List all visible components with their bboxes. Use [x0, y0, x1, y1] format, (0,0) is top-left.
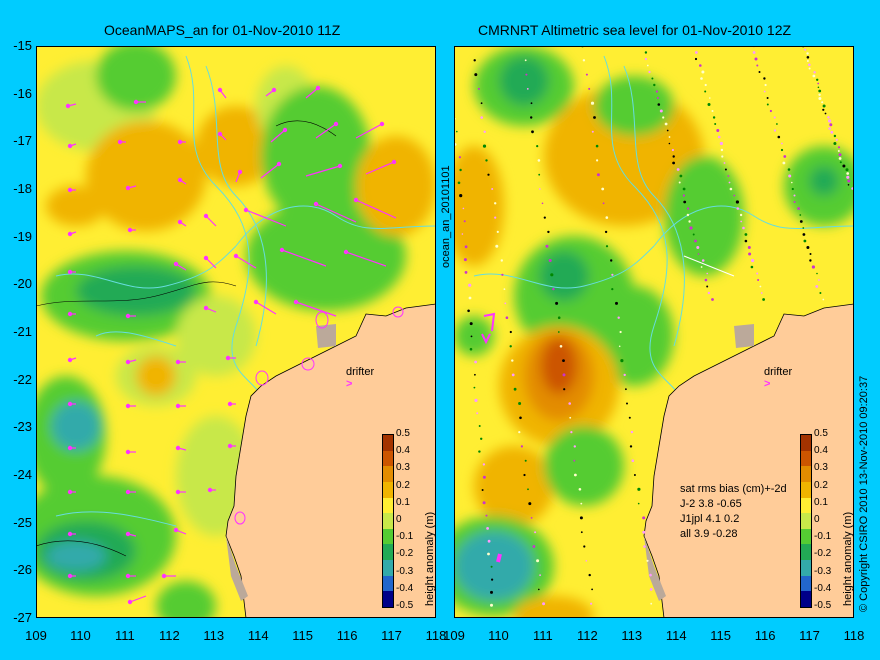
- lat-tick-label: -15: [13, 38, 32, 53]
- right-drifter-label: drifter: [764, 366, 793, 378]
- lon-tick-label: 117: [381, 628, 402, 643]
- colorbar-tick-label: 0.3: [814, 462, 828, 474]
- lon-tick-label: 118: [425, 628, 447, 643]
- left-drifter-label: drifter: [346, 366, 375, 378]
- drifter-arrow-icon: >: [764, 378, 771, 390]
- colorbar-tick-label: -0.5: [814, 600, 832, 611]
- colorbar-scale: [382, 434, 394, 608]
- colorbar-tick-label: 0.2: [814, 479, 828, 491]
- right-sea-level-map: [454, 46, 854, 618]
- lon-tick-label: 109: [443, 628, 465, 643]
- right-drifter-legend: drifter >: [764, 366, 792, 390]
- lon-tick-label: 109: [25, 628, 47, 643]
- lon-tick-label: 114: [247, 628, 269, 643]
- colorbar-tick-label: 0.2: [396, 479, 410, 491]
- colorbar-tick-label: 0.1: [814, 496, 828, 508]
- satellite-stats: sat rms bias (cm)+-2d J-2 3.8 -0.65 J1jp…: [680, 482, 787, 542]
- colorbar-scale: [800, 434, 812, 608]
- colorbar-tick-label: -0.4: [814, 582, 832, 594]
- current-vectors: [65, 85, 397, 605]
- colorbar-tick-label: 0: [814, 514, 820, 525]
- left-panel-title: OceanMAPS_an for 01-Nov-2010 11Z: [104, 22, 341, 38]
- lat-tick-label: -16: [13, 85, 32, 101]
- colorbar-unit-label: height anomaly (m): [424, 511, 436, 606]
- lon-tick-label: 115: [710, 628, 732, 643]
- lon-tick-label: 116: [754, 628, 776, 643]
- lon-tick-label: 110: [70, 628, 91, 643]
- stats-header: sat rms bias (cm)+-2d: [680, 483, 787, 495]
- colorbar-tick-label: 0.4: [814, 445, 828, 457]
- stats-row: all 3.9 -0.28: [680, 528, 738, 540]
- altimeter-track-points: [454, 46, 854, 607]
- lat-tick-label: -24: [13, 467, 32, 482]
- lon-tick-label: 118: [843, 628, 865, 643]
- lat-tick-label: -21: [13, 324, 32, 339]
- colorbar-tick-label: 0: [396, 514, 402, 525]
- lon-tick-label: 116: [336, 628, 358, 643]
- lat-tick-label: -19: [13, 228, 32, 244]
- lon-tick-label: 113: [203, 628, 225, 643]
- colorbar-tick-label: 0.5: [396, 428, 410, 439]
- lat-tick-label: -18: [13, 181, 32, 196]
- lon-tick-label: 113: [621, 628, 643, 643]
- stats-row: J-2 3.8 -0.65: [680, 498, 742, 510]
- lat-tick-label: -17: [13, 133, 32, 149]
- lon-tick-label: 112: [158, 628, 180, 643]
- lon-tick-label: 111: [532, 628, 553, 643]
- colorbar-tick-label: -0.3: [396, 565, 414, 577]
- colorbar-tick-label: 0.5: [814, 428, 828, 439]
- lat-tick-label: -26: [13, 562, 32, 578]
- stats-row: J1jpl 4.1 0.2: [680, 513, 740, 525]
- lon-tick-label: 112: [576, 628, 598, 643]
- colorbar-tick-label: -0.4: [396, 582, 414, 594]
- left-sea-level-map: [36, 46, 436, 618]
- right-panel-title: CMRNRT Altimetric sea level for 01-Nov-2…: [478, 22, 792, 38]
- colorbar-tick-label: -0.2: [814, 548, 832, 560]
- drifter-arrow-icon: >: [346, 378, 353, 390]
- colorbar-tick-label: 0.4: [396, 445, 410, 457]
- colorbar-unit-label: height anomaly (m): [842, 511, 854, 606]
- copyright-label: © Copyright CSIRO 2010 13-Nov-2010 09:20…: [858, 375, 870, 612]
- colorbar-tick-label: -0.1: [396, 531, 414, 543]
- analysis-id-label: ocean_an_20101101: [440, 165, 452, 268]
- lon-tick-label: 114: [665, 628, 687, 643]
- colorbar-tick-label: -0.2: [396, 548, 414, 560]
- lon-tick-label: 111: [114, 628, 135, 643]
- colorbar-tick-label: -0.5: [396, 600, 414, 611]
- colorbar-tick-label: -0.3: [814, 565, 832, 577]
- lat-tick-label: -20: [13, 276, 32, 292]
- lat-tick-label: -25: [13, 514, 32, 530]
- lat-tick-label: -23: [13, 419, 32, 435]
- colorbar-tick-label: 0.1: [396, 496, 410, 508]
- lon-tick-label: 117: [799, 628, 820, 643]
- left-drifter-legend: drifter >: [346, 366, 374, 390]
- colorbar-tick-label: 0.3: [396, 462, 410, 474]
- lat-tick-label: -27: [13, 610, 32, 625]
- lon-tick-label: 110: [488, 628, 509, 643]
- colorbar-tick-label: -0.1: [814, 531, 832, 543]
- lat-tick-label: -22: [13, 371, 32, 387]
- lon-tick-label: 115: [292, 628, 314, 643]
